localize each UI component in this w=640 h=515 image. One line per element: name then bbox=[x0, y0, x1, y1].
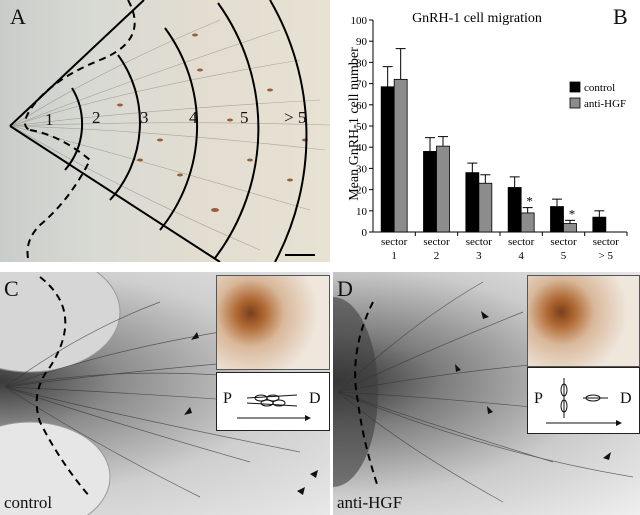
x-tick-label: 1 bbox=[391, 250, 397, 262]
y-tick-label: 0 bbox=[362, 227, 368, 239]
bar bbox=[478, 182, 493, 233]
legend-swatch bbox=[569, 81, 581, 93]
anti-hgf-label: anti-HGF bbox=[337, 493, 403, 512]
bar bbox=[423, 151, 437, 233]
chart-title: GnRH-1 cell migration bbox=[412, 11, 542, 26]
control-schematic: P D bbox=[216, 372, 330, 431]
bar bbox=[436, 145, 450, 233]
sector-label-2: 2 bbox=[92, 108, 101, 127]
y-tick-label: 50 bbox=[356, 121, 368, 133]
y-tick-label: 80 bbox=[356, 57, 368, 69]
x-tick-label: 2 bbox=[434, 250, 440, 262]
schematic-label-p: P bbox=[534, 390, 543, 407]
panel-letter-b: B bbox=[613, 4, 628, 29]
panel-c-micrograph: P D C control bbox=[0, 272, 330, 515]
schematic-label-d: D bbox=[309, 390, 321, 407]
x-tick-label: 5 bbox=[561, 250, 567, 262]
anti-hgf-schematic: P D bbox=[527, 367, 640, 434]
sector-label-gt5: > 5 bbox=[284, 108, 307, 127]
x-tick-label: sector bbox=[508, 236, 535, 248]
bar bbox=[465, 172, 480, 233]
bar bbox=[592, 216, 607, 233]
y-tick-label: 100 bbox=[351, 15, 368, 27]
anti-hgf-inset-photo bbox=[527, 275, 640, 367]
sector-label-3: 3 bbox=[140, 108, 149, 127]
control-inset-photo bbox=[216, 275, 330, 370]
bar bbox=[520, 212, 535, 233]
schematic-label-p: P bbox=[223, 390, 232, 407]
schematic-label-d: D bbox=[620, 390, 632, 407]
y-tick-label: 90 bbox=[356, 36, 368, 48]
y-tick-label: 20 bbox=[356, 185, 368, 197]
control-label: control bbox=[4, 493, 53, 512]
sector-label-1: 1 bbox=[45, 110, 54, 129]
sector-label-5: 5 bbox=[240, 108, 249, 127]
significance-marker: * bbox=[569, 206, 576, 221]
migration-arrow-diagram bbox=[237, 394, 311, 421]
bar bbox=[563, 223, 577, 233]
y-tick-label: 10 bbox=[356, 206, 368, 218]
migration-arrow-diagram bbox=[546, 378, 622, 426]
x-tick-label: sector bbox=[593, 236, 620, 248]
control-explant bbox=[0, 272, 318, 515]
y-tick-label: 40 bbox=[356, 142, 368, 154]
significance-marker: * bbox=[526, 194, 533, 209]
x-tick-label: sector bbox=[550, 236, 577, 248]
x-tick-label: 3 bbox=[476, 250, 482, 262]
panel-a-micrograph: A 1 2 3 4 5 > 5 bbox=[0, 0, 330, 262]
anti-hgf-explant bbox=[333, 281, 634, 503]
y-tick-label: 30 bbox=[356, 163, 368, 175]
x-tick-label: sector bbox=[423, 236, 450, 248]
bar-chart: GnRH-1 cell migration Mean GnRH-1 cell n… bbox=[347, 11, 628, 262]
x-tick-label: 4 bbox=[518, 250, 524, 262]
panel-letter-a: A bbox=[10, 4, 26, 29]
panel-d-micrograph: P D D anti-HGF bbox=[333, 272, 640, 515]
legend-swatch bbox=[569, 97, 581, 109]
panel-letter-d: D bbox=[337, 276, 353, 301]
legend-label: control bbox=[584, 82, 615, 94]
sector-diagram bbox=[9, 0, 330, 262]
panel-b-chart: B GnRH-1 cell migration Mean GnRH-1 cell… bbox=[330, 0, 640, 262]
sector-label-4: 4 bbox=[189, 108, 198, 127]
y-tick-label: 60 bbox=[356, 100, 368, 112]
legend-label: anti-HGF bbox=[584, 98, 626, 110]
bar bbox=[550, 206, 564, 233]
bar bbox=[393, 78, 408, 233]
bar bbox=[507, 187, 522, 233]
panel-letter-c: C bbox=[4, 276, 19, 301]
y-axis-label: Mean GnRH-1 cell number bbox=[347, 47, 362, 201]
x-tick-label: sector bbox=[381, 236, 408, 248]
x-tick-label: sector bbox=[466, 236, 493, 248]
y-tick-label: 70 bbox=[356, 79, 368, 91]
bar bbox=[380, 86, 395, 233]
x-tick-label: > 5 bbox=[599, 250, 614, 262]
